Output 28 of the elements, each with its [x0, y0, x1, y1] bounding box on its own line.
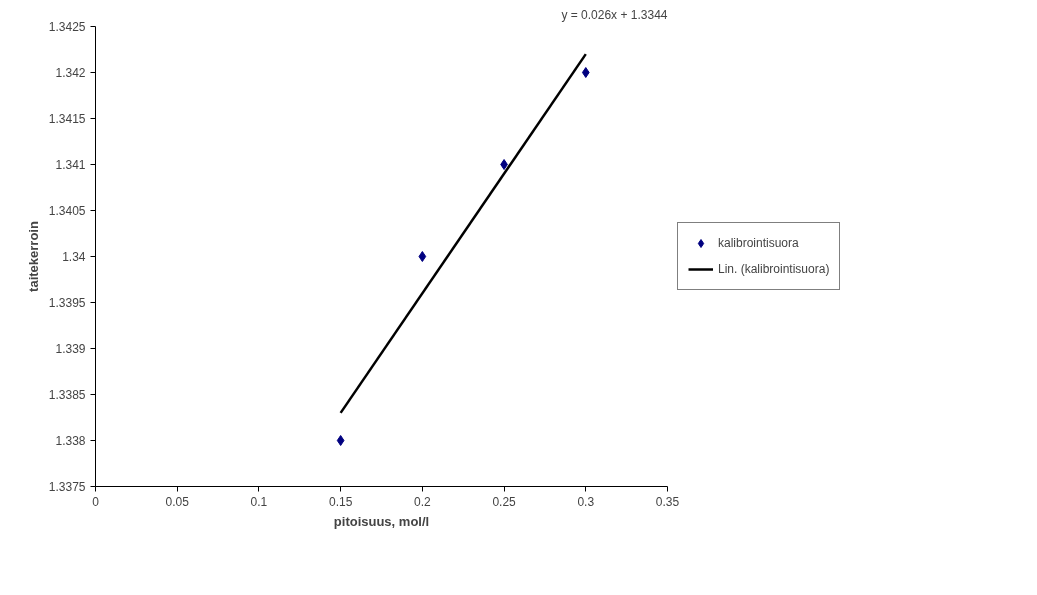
point [418, 251, 427, 262]
x-tick-label: 0 [92, 494, 100, 509]
point [500, 159, 508, 170]
x-axis-title: pitoisuus, mol/l [333, 513, 430, 529]
y-tick-label: 1.3405 [48, 204, 86, 218]
legend-label: kalibrointisuora [718, 236, 799, 250]
y-tick-label: 1.338 [55, 434, 86, 448]
x-tick-label: 0.35 [655, 494, 680, 509]
y-tick-label: 1.342 [55, 66, 86, 80]
x-tick-label: 0.15 [328, 494, 353, 509]
x-tick-label: 0.1 [250, 494, 268, 509]
point [336, 435, 345, 446]
legend-label: Lin. (kalibrointisuora) [718, 262, 830, 276]
y-axis-title: taitekerroin [25, 221, 41, 292]
y-tick-label: 1.341 [55, 158, 86, 172]
x-tick-label: 0.25 [492, 494, 517, 509]
y-tick-label: 1.3395 [48, 296, 86, 310]
x-tick-label: 0.05 [165, 494, 190, 509]
y-tick-label: 1.3425 [48, 20, 86, 34]
point [581, 67, 590, 78]
y-tick-label: 1.3375 [48, 480, 86, 494]
x-tick-label: 0.3 [577, 494, 595, 509]
y-tick-label: 1.3385 [48, 388, 86, 402]
y-tick-label: 1.339 [55, 342, 86, 356]
text: y = 0.026x + 1.3344 [561, 7, 668, 22]
y-tick-label: 1.3415 [48, 112, 86, 126]
y-tick-label: 1.34 [62, 250, 86, 264]
x-tick-label: 0.2 [414, 494, 432, 509]
